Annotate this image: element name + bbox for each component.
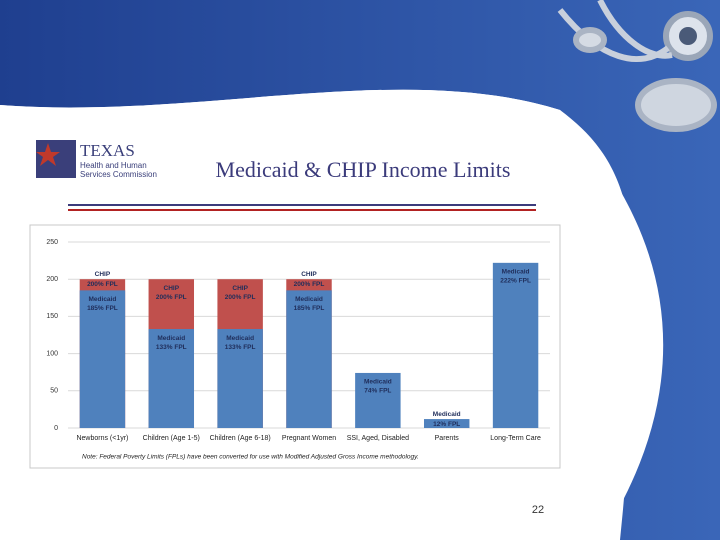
y-tick-label: 150	[46, 313, 58, 320]
data-label: Medicaid	[157, 335, 185, 342]
data-label: 133% FPL	[225, 344, 256, 351]
data-label: Medicaid	[433, 411, 461, 418]
rule	[68, 204, 536, 206]
plot: 0 50 100 150 200 250 Newborns (<1yr) Children (…	[46, 239, 550, 442]
y-tick-label: 200	[46, 276, 58, 283]
data-label: Medicaid	[295, 296, 323, 303]
logo-mark	[36, 140, 76, 178]
x-tick-label: Long-Term Care	[490, 435, 541, 442]
data-label: Medicaid	[364, 379, 392, 386]
logo-line: Services Commission	[80, 170, 157, 179]
data-label: CHIP	[95, 271, 111, 278]
data-label: 185% FPL	[294, 305, 325, 312]
data-label: 200% FPL	[294, 281, 325, 288]
data-label: 12% FPL	[433, 421, 460, 428]
x-tick-label: SSI, Aged, Disabled	[347, 435, 409, 442]
x-tick-label: Children (Age 6-18)	[210, 435, 271, 442]
data-label: 200% FPL	[156, 294, 187, 301]
bar	[217, 329, 263, 428]
y-tick-label: 50	[50, 388, 58, 395]
data-label: 185% FPL	[87, 305, 118, 312]
data-label: Medicaid	[502, 269, 530, 276]
data-label: 133% FPL	[156, 344, 187, 351]
y-tick-label: 250	[46, 239, 58, 246]
logo: TEXAS Health and Human Services Commissi…	[36, 140, 157, 179]
x-tick-label: Newborns (<1yr)	[76, 435, 128, 442]
logo-star	[36, 143, 60, 166]
stethoscope	[557, 0, 717, 132]
rule	[68, 209, 536, 211]
logo-line: Health and Human	[80, 161, 147, 170]
bar	[286, 290, 332, 428]
y-tick-label: 100	[46, 350, 58, 357]
bar	[492, 262, 539, 428]
data-label: Medicaid	[89, 296, 117, 303]
note: Note: Federal Poverty Limits (FPLs) have…	[82, 454, 419, 461]
y-tick-label: 0	[54, 425, 58, 432]
bar	[79, 290, 126, 428]
data-label: CHIP	[164, 285, 180, 292]
data-label: 200% FPL	[225, 294, 256, 301]
x-tick-label: Parents	[435, 435, 460, 442]
chart-title: Medicaid & CHIP Income Limits	[216, 157, 511, 182]
x-tick-label: Children (Age 1-5)	[143, 435, 200, 442]
data-label: CHIP	[232, 285, 248, 292]
page-number: 22	[532, 504, 544, 516]
x-tick-label: Pregnant Women	[282, 435, 336, 442]
data-label: 200% FPL	[87, 281, 118, 288]
data-label: 222% FPL	[500, 278, 531, 285]
logo-title: TEXAS	[80, 141, 135, 160]
bar	[355, 372, 401, 428]
data-label: CHIP	[301, 271, 317, 278]
data-label: 74% FPL	[364, 388, 391, 395]
bar	[423, 419, 470, 428]
bar	[148, 329, 195, 428]
data-label: Medicaid	[226, 335, 254, 342]
